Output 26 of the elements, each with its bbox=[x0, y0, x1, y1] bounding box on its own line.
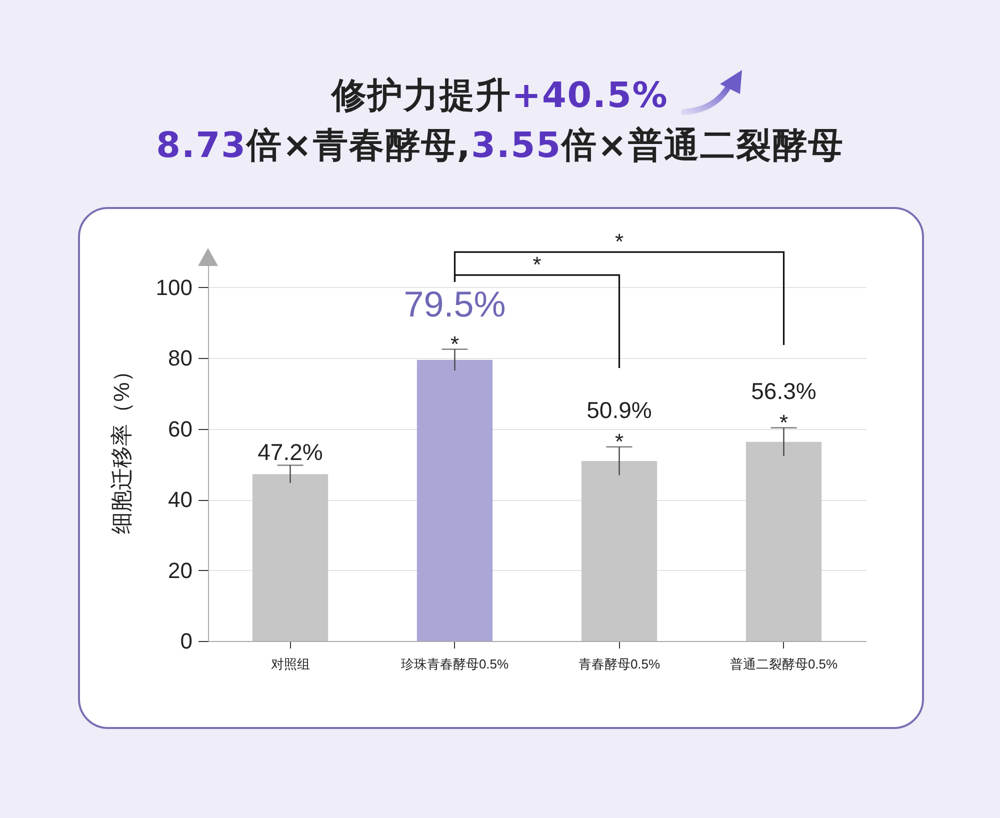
y-tick-label: 0 bbox=[180, 628, 192, 654]
y-tick-label: 80 bbox=[168, 346, 192, 371]
annotation: * bbox=[614, 229, 624, 254]
annotation: * bbox=[450, 331, 460, 356]
y-axis-title: 细胞迁移率（%） bbox=[108, 360, 134, 534]
chart-title: 修护力提升+40.5% bbox=[330, 75, 670, 118]
bar bbox=[746, 442, 822, 641]
y-tick-label: 100 bbox=[156, 274, 192, 300]
x-tick-label: 青春酵母0.5% bbox=[578, 656, 660, 672]
x-tick-label: 珍珠青春酵母0.5% bbox=[400, 656, 509, 672]
annotation: * bbox=[532, 252, 542, 278]
chart-subtitle: 8.73倍×青春酵母,3.55倍×普通二裂酵母 bbox=[155, 125, 845, 168]
bar bbox=[581, 461, 658, 641]
annotation: * bbox=[779, 410, 788, 435]
data-label: 50.9% bbox=[586, 396, 652, 423]
bar bbox=[252, 474, 328, 641]
y-tick-label: 20 bbox=[168, 558, 192, 583]
data-label: 79.5% bbox=[404, 283, 506, 324]
data-label: 56.3% bbox=[751, 378, 816, 404]
y-tick-label: 60 bbox=[168, 416, 192, 442]
x-tick-label: 普通二裂酵母0.5% bbox=[730, 656, 838, 672]
x-tick-label: 对照组 bbox=[270, 656, 310, 672]
data-label: 47.2% bbox=[258, 439, 323, 466]
annotation: * bbox=[614, 428, 624, 454]
y-tick-label: 40 bbox=[168, 487, 192, 512]
bar bbox=[416, 360, 493, 641]
